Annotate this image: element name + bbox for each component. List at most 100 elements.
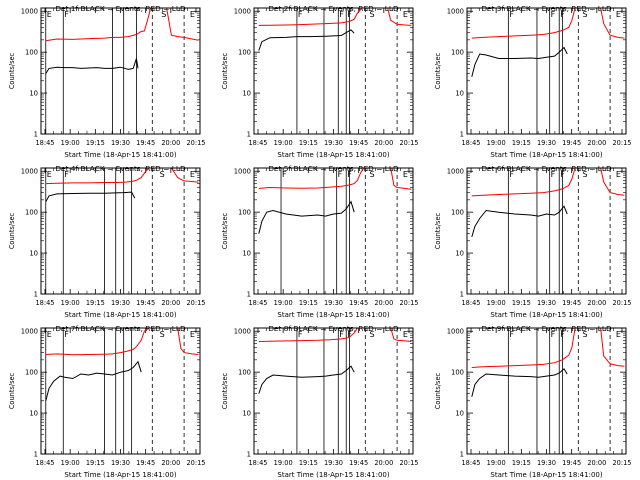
panel-det-6: Det 6f BLACK = Events, RED = LLDCounts/s… — [434, 164, 632, 319]
x-tick-label: 19:45 — [562, 299, 581, 307]
marker-label-e: E — [616, 330, 621, 339]
x-tick-label: 19:30 — [537, 139, 556, 147]
marker-label-f: F — [338, 170, 343, 179]
x-tick-label: 20:00 — [374, 139, 393, 147]
series-line-lld — [258, 168, 412, 190]
x-tick-label: 19:00 — [61, 299, 80, 307]
marker-label-s: S — [582, 330, 587, 339]
y-axis-label: Counts/sec — [221, 212, 229, 249]
x-tick-label: 20:15 — [612, 459, 631, 467]
panel-det-7: Det 7f BLACK = Events, RED = LLDCounts/s… — [8, 324, 206, 479]
series-line-events — [45, 58, 139, 74]
y-axis-label: Counts/sec — [221, 372, 229, 409]
y-tick-label: 10 — [242, 90, 251, 98]
x-tick-label: 18:45 — [461, 459, 480, 467]
x-tick-label: 19:45 — [136, 139, 155, 147]
marker-label-f: F — [509, 10, 514, 19]
marker-label-e: E — [190, 10, 195, 19]
x-axis-label: Start Time (18-Apr-15 18:41:00) — [64, 311, 176, 319]
series-line-events — [258, 200, 355, 234]
marker-label-f: F — [347, 330, 352, 339]
marker-label-f: F — [282, 170, 287, 179]
x-tick-label: 19:15 — [512, 459, 531, 467]
y-tick-label: 100 — [451, 369, 464, 377]
series-line-lld — [45, 328, 199, 356]
y-tick-label: 10 — [29, 410, 38, 418]
x-axis-label: Start Time (18-Apr-15 18:41:00) — [64, 151, 176, 159]
x-tick-label: 19:45 — [349, 139, 368, 147]
x-tick-label: 19:45 — [562, 459, 581, 467]
x-tick-label: 19:00 — [61, 459, 80, 467]
x-tick-label: 18:45 — [248, 459, 267, 467]
x-tick-label: 19:30 — [324, 299, 343, 307]
x-tick-label: 20:00 — [587, 299, 606, 307]
y-tick-label: 1 — [460, 451, 464, 459]
y-tick-label: 100 — [238, 209, 251, 217]
x-tick-label: 19:45 — [136, 299, 155, 307]
y-axis-label: Counts/sec — [434, 212, 442, 249]
x-tick-label: 19:15 — [299, 459, 318, 467]
marker-label-e: E — [403, 10, 408, 19]
y-tick-label: 10 — [455, 410, 464, 418]
marker-label-f: F — [551, 10, 556, 19]
x-axis-label: Start Time (18-Apr-15 18:41:00) — [64, 471, 176, 479]
x-tick-label: 20:00 — [161, 459, 180, 467]
y-tick-label: 1000 — [234, 328, 251, 336]
marker-label-f: F — [551, 330, 556, 339]
marker-label-s: S — [160, 330, 165, 339]
marker-label-f: F — [64, 170, 69, 179]
x-tick-label: 19:15 — [512, 299, 531, 307]
marker-label-f: F — [64, 330, 69, 339]
y-tick-label: 1000 — [234, 8, 251, 16]
panel-det-8: Det 8f BLACK = Events, RED = LLDCounts/s… — [221, 324, 419, 479]
x-tick-label: 19:00 — [274, 459, 293, 467]
y-tick-label: 10 — [242, 410, 251, 418]
series-line-lld — [45, 168, 199, 185]
x-tick-label: 20:15 — [612, 299, 631, 307]
x-tick-label: 19:15 — [512, 139, 531, 147]
y-tick-label: 1000 — [447, 8, 464, 16]
x-tick-label: 20:15 — [399, 459, 418, 467]
marker-label-f: F — [509, 170, 514, 179]
y-axis-label: Counts/sec — [8, 372, 16, 409]
marker-label-f: F — [64, 10, 69, 19]
x-tick-label: 20:15 — [399, 299, 418, 307]
y-tick-label: 1000 — [21, 8, 38, 16]
x-tick-label: 19:45 — [349, 299, 368, 307]
marker-label-f: F — [551, 170, 556, 179]
y-tick-label: 10 — [29, 250, 38, 258]
y-tick-label: 1 — [34, 451, 38, 459]
x-tick-label: 19:30 — [111, 299, 130, 307]
y-axis-label: Counts/sec — [434, 52, 442, 89]
x-tick-label: 19:00 — [487, 459, 506, 467]
plot-frame — [466, 167, 627, 295]
x-axis-label: Start Time (18-Apr-15 18:41:00) — [277, 471, 389, 479]
x-tick-label: 19:30 — [111, 459, 130, 467]
plot-frame — [40, 327, 201, 455]
x-tick-label: 20:00 — [587, 459, 606, 467]
y-tick-label: 1 — [247, 291, 251, 299]
marker-label-f: F — [339, 330, 344, 339]
y-tick-label: 1000 — [234, 168, 251, 176]
y-tick-label: 1 — [34, 131, 38, 139]
marker-label-s: S — [161, 10, 166, 19]
x-tick-label: 19:15 — [86, 139, 105, 147]
marker-label-e: E — [403, 170, 408, 179]
marker-label-e: E — [616, 170, 621, 179]
x-tick-label: 20:00 — [161, 139, 180, 147]
marker-label-s: S — [160, 170, 165, 179]
marker-label-e: E — [616, 10, 621, 19]
series-line-lld — [471, 168, 625, 197]
plot-frame — [40, 167, 201, 295]
y-tick-label: 10 — [455, 250, 464, 258]
y-tick-label: 1 — [34, 291, 38, 299]
marker-label-f: F — [560, 10, 565, 19]
y-tick-label: 10 — [455, 90, 464, 98]
panel-det-2: Det 2f BLACK = Events, RED = LLDCounts/s… — [221, 4, 419, 159]
marker-label-f: F — [347, 10, 352, 19]
x-tick-label: 20:00 — [374, 299, 393, 307]
panels-container: Det 1f BLACK = Events, RED = LLDCounts/s… — [8, 4, 632, 479]
y-tick-label: 1000 — [21, 168, 38, 176]
x-tick-label: 20:15 — [399, 139, 418, 147]
panel-det-4: Det 4f BLACK = Events, RED = LLDCounts/s… — [8, 164, 206, 319]
